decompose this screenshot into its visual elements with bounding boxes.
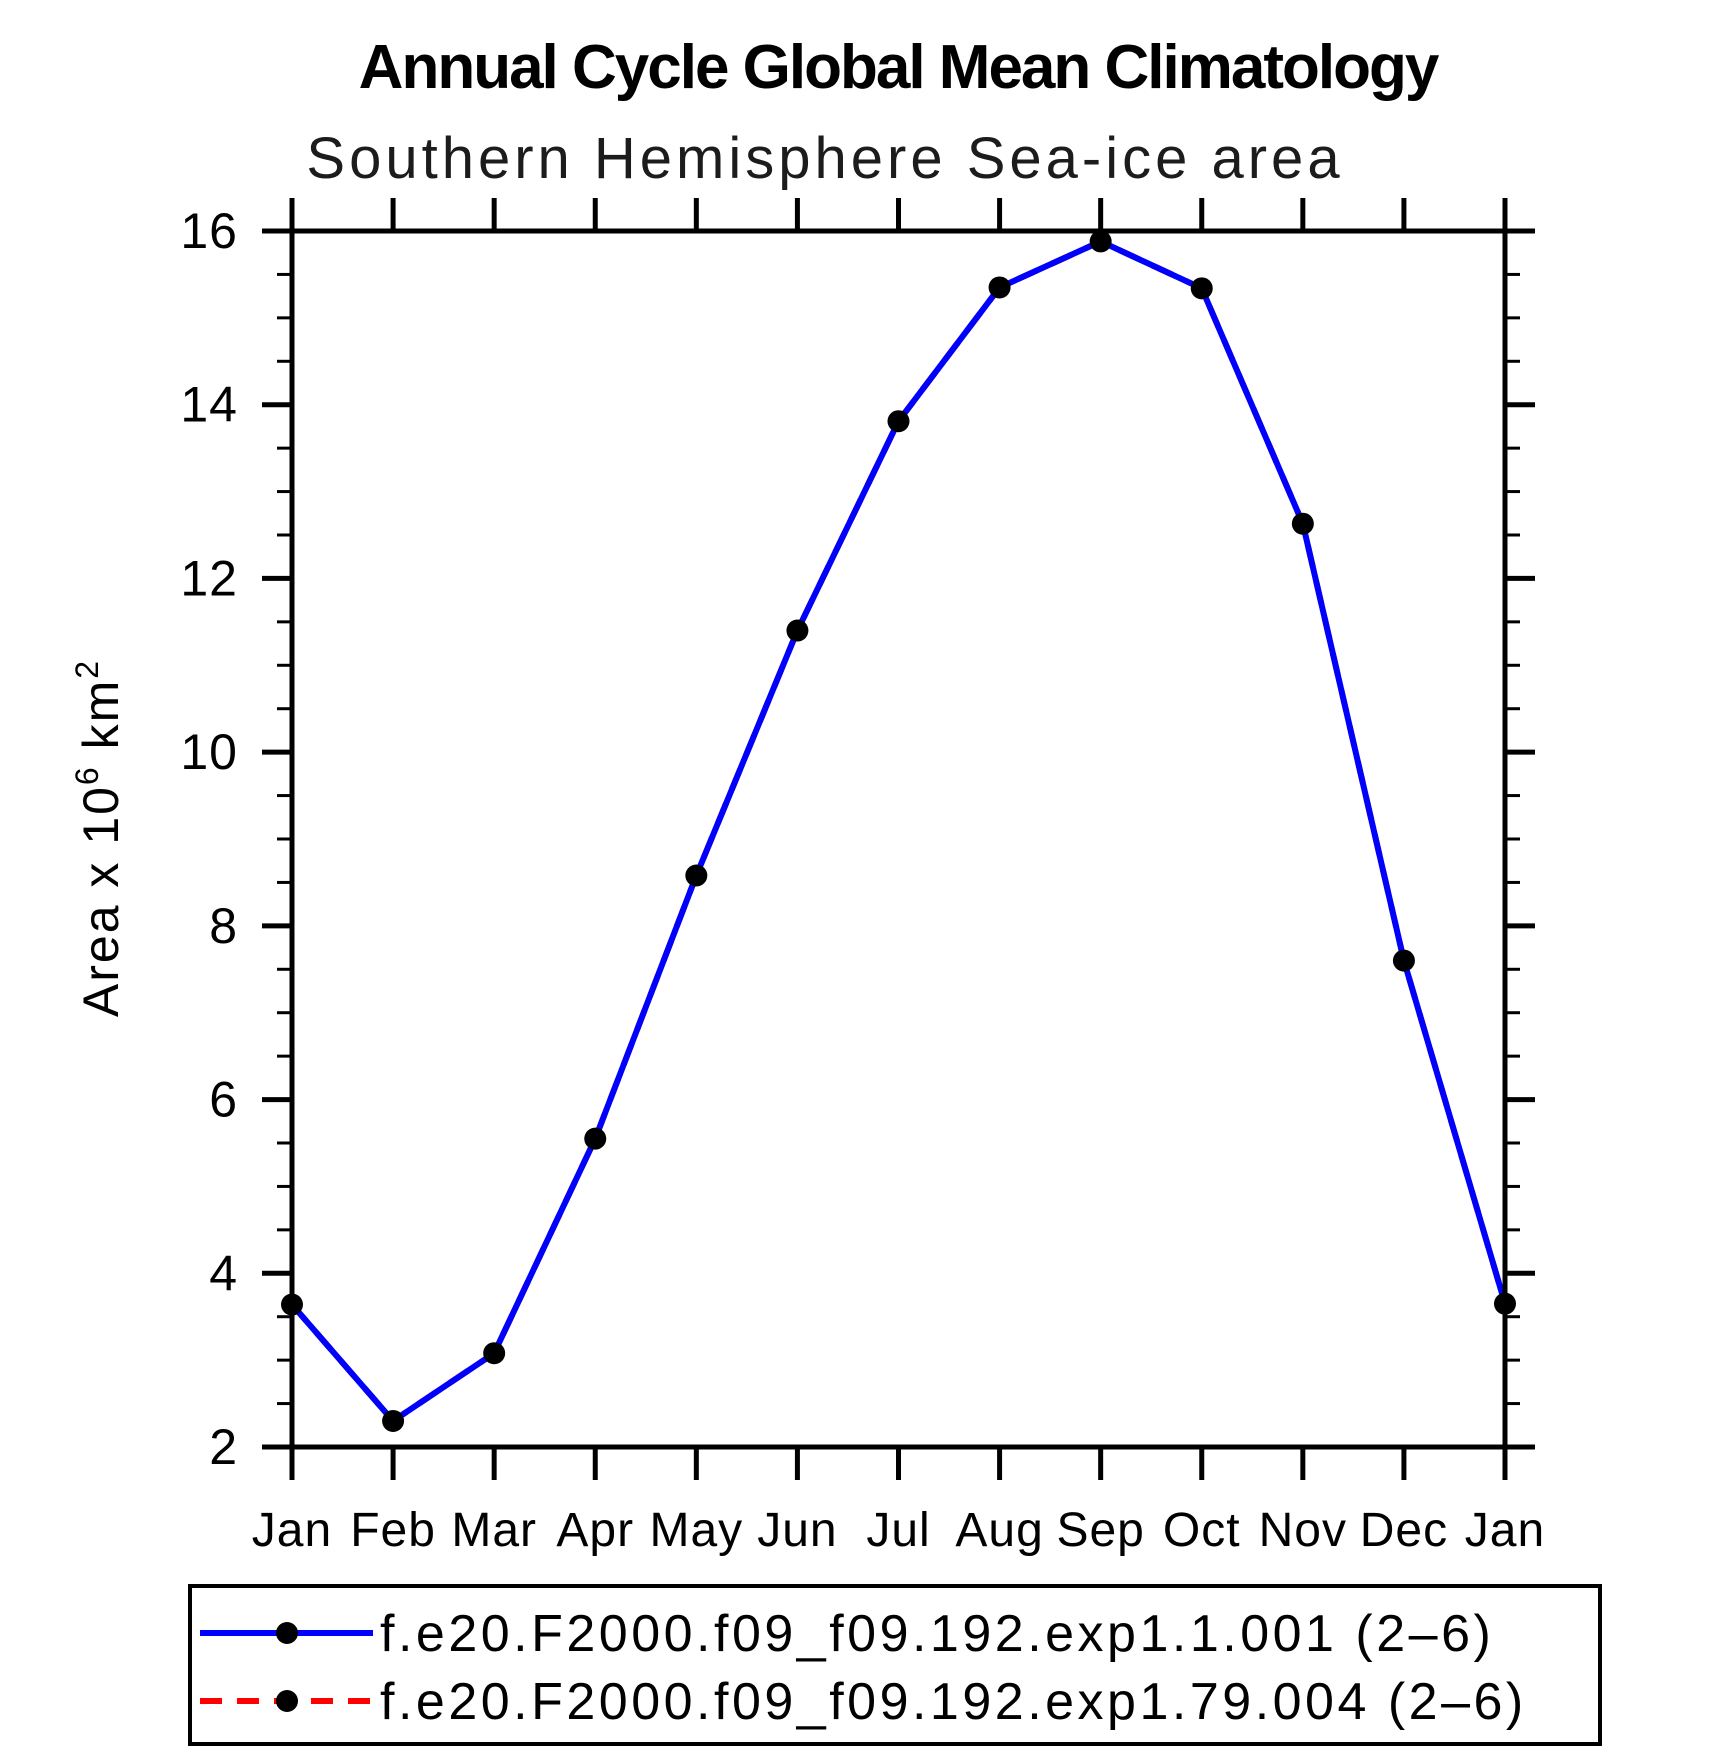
data-point-dot (584, 1127, 607, 1150)
y-tick-label: 16 (180, 203, 238, 259)
data-point-dot (988, 276, 1011, 299)
y-axis-tick-labels: 2 4 6 8 10 12 14 16 (180, 203, 238, 1475)
legend-marker-dot (276, 1622, 298, 1644)
data-point-dot (382, 1409, 405, 1432)
x-tick-label: Aug (955, 1504, 1043, 1557)
x-tick-label: Feb (350, 1504, 436, 1557)
data-point-dot (1190, 277, 1213, 300)
y-tick-label: 14 (180, 377, 238, 433)
data-point-dot (786, 619, 809, 642)
x-tick-label: Jan (1465, 1504, 1545, 1557)
y-tick-label: 12 (180, 550, 238, 606)
x-axis-ticks (289, 198, 1508, 1480)
data-point-markers (281, 230, 1516, 1432)
legend-box (188, 1584, 1602, 1746)
plot-frame (289, 228, 1508, 1450)
x-axis-tick-labels: Jan Feb Mar Apr May Jun Jul Aug Sep Oct Nov Dec Jan (252, 1504, 1545, 1557)
y-axis-major-ticks (262, 228, 1535, 1450)
y-tick-label: 6 (209, 1072, 238, 1128)
data-point-dot (1291, 512, 1314, 535)
x-tick-label: May (649, 1504, 743, 1557)
data-point-dot (1089, 230, 1112, 253)
data-point-dot (685, 864, 708, 887)
legend-entry-2-label: f.e20.F2000.f09_f09.192.exp1.79.004 (2–6… (380, 1673, 1527, 1731)
y-axis-title: Area x 106 km2 (69, 659, 129, 1017)
x-tick-label: Dec (1360, 1504, 1448, 1557)
x-tick-label: Jul (866, 1504, 930, 1557)
y-tick-label: 8 (209, 898, 238, 954)
legend-marker-dot (276, 1690, 298, 1712)
x-tick-label: Apr (556, 1504, 634, 1557)
chart-subtitle: Southern Hemisphere Sea-ice area (306, 126, 1343, 191)
data-point-dot (1392, 949, 1415, 972)
y-tick-label: 10 (180, 724, 238, 780)
x-tick-label: Oct (1163, 1504, 1241, 1557)
y-axis-minor-ticks (277, 272, 1520, 1406)
y-tick-label: 4 (209, 1245, 238, 1301)
x-tick-label: Sep (1056, 1504, 1144, 1557)
data-point-dot (887, 410, 910, 433)
x-tick-label: Jan (252, 1504, 332, 1557)
y-tick-label: 2 (209, 1419, 238, 1475)
legend-entry-1-label: f.e20.F2000.f09_f09.192.exp1.1.001 (2–6) (380, 1605, 1494, 1663)
x-tick-label: Jun (757, 1504, 837, 1557)
legend: f.e20.F2000.f09_f09.192.exp1.1.001 (2–6)… (188, 1584, 1602, 1746)
x-tick-label: Mar (451, 1504, 537, 1557)
x-tick-label: Nov (1259, 1504, 1347, 1557)
chart-title: Annual Cycle Global Mean Climatology (359, 33, 1440, 102)
data-point-dot (483, 1342, 506, 1365)
